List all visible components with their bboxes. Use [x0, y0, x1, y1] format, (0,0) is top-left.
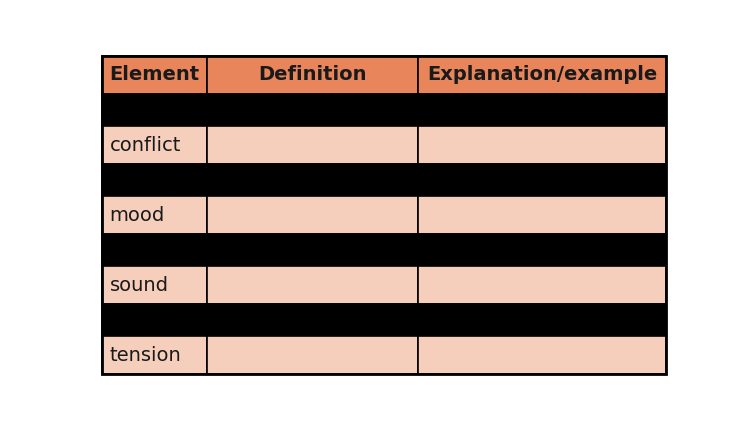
Bar	[103, 337, 207, 374]
Bar	[419, 337, 666, 374]
Text: sound: sound	[110, 276, 169, 295]
Bar	[103, 304, 666, 337]
Bar	[103, 196, 207, 234]
Bar	[103, 94, 666, 126]
Bar	[207, 56, 419, 94]
Bar	[103, 126, 207, 164]
Bar	[207, 337, 419, 374]
Bar	[419, 266, 666, 304]
Bar	[103, 164, 666, 196]
Bar	[103, 266, 207, 304]
Bar	[207, 196, 419, 234]
Text: tension: tension	[110, 346, 182, 365]
Text: conflict: conflict	[110, 135, 181, 155]
Bar	[103, 234, 666, 266]
Bar	[207, 266, 419, 304]
Bar	[419, 196, 666, 234]
Text: Element: Element	[110, 66, 200, 84]
Bar	[207, 126, 419, 164]
Bar	[419, 126, 666, 164]
Text: mood: mood	[110, 206, 165, 225]
Bar	[103, 56, 207, 94]
Bar	[419, 56, 666, 94]
Text: Definition: Definition	[258, 66, 367, 84]
Text: Explanation/example: Explanation/example	[427, 66, 657, 84]
